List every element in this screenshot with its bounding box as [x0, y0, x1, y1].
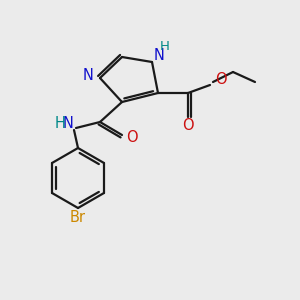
- Text: Br: Br: [70, 211, 86, 226]
- Text: H: H: [55, 116, 66, 130]
- Text: H: H: [160, 40, 170, 53]
- Text: N: N: [154, 49, 165, 64]
- Text: O: O: [126, 130, 138, 145]
- Text: O: O: [182, 118, 194, 133]
- Text: N: N: [82, 68, 93, 82]
- Text: N: N: [63, 116, 74, 130]
- Text: O: O: [215, 73, 226, 88]
